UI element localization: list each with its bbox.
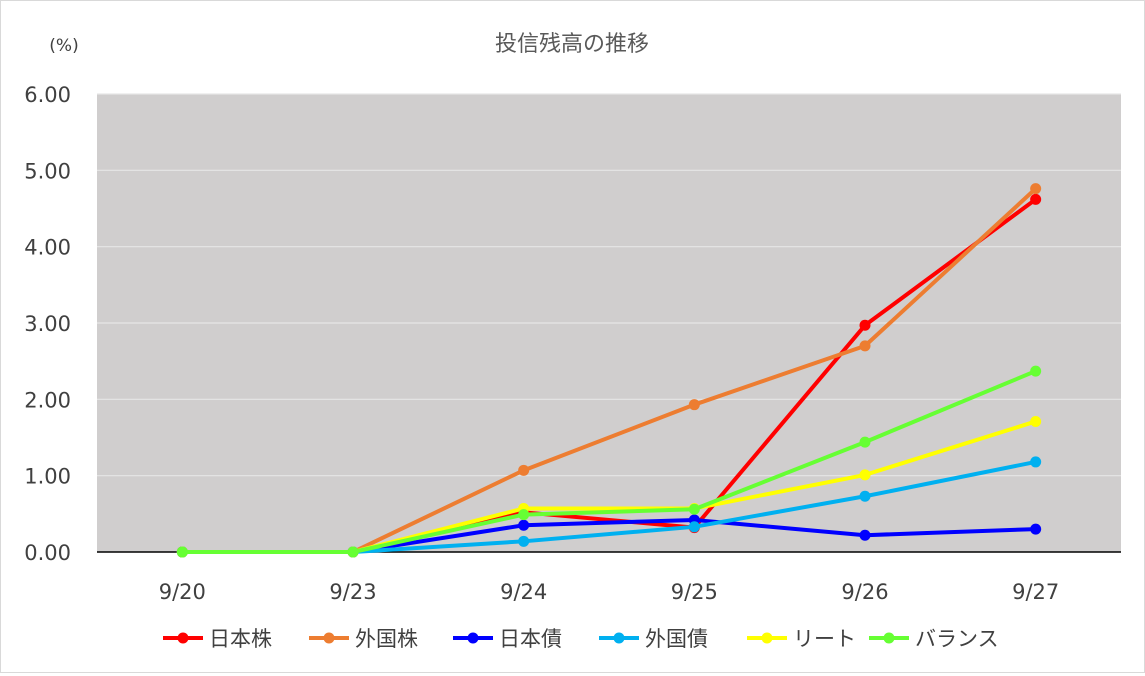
data-point (1030, 365, 1042, 377)
legend-marker (761, 632, 773, 644)
data-point (518, 464, 530, 476)
legend-item: リート (747, 627, 856, 651)
data-point (859, 469, 871, 481)
legend-marker (467, 632, 479, 644)
legend-marker (323, 632, 335, 644)
y-tick-labels: 0.00 1.00 2.00 3.00 4.00 5.00 6.00 (24, 83, 71, 565)
data-point (1030, 193, 1042, 205)
x-tick-label: 9/26 (841, 580, 888, 604)
x-tick-label: 9/23 (329, 580, 376, 604)
data-point (518, 535, 530, 547)
y-tick-label: 4.00 (24, 236, 71, 260)
legend: 日本株 外国株 日本債 外国債 リート バランス (163, 627, 999, 651)
gridlines (97, 93, 1121, 477)
data-point (688, 399, 700, 411)
legend-label: 外国債 (645, 627, 708, 651)
data-point (176, 546, 188, 558)
data-point (859, 436, 871, 448)
data-point (688, 521, 700, 533)
series-line (180, 369, 1038, 554)
series-group (176, 183, 1042, 558)
y-tick-label: 6.00 (24, 83, 71, 107)
legend-item: 外国株 (309, 627, 418, 651)
y-tick-label: 3.00 (24, 312, 71, 336)
x-tick-label: 9/24 (500, 580, 547, 604)
data-point (1030, 456, 1042, 468)
legend-label: バランス (915, 627, 999, 651)
x-tick-label: 9/27 (1012, 580, 1059, 604)
legend-marker (177, 632, 189, 644)
legend-item: 日本株 (163, 627, 272, 651)
data-point (1030, 183, 1042, 195)
legend-label: 外国株 (355, 627, 418, 651)
x-tick-label: 9/20 (159, 580, 206, 604)
y-tick-label: 2.00 (24, 388, 71, 412)
y-axis-unit-label: (%) (49, 36, 78, 56)
data-point (1030, 523, 1042, 535)
data-point (518, 509, 530, 521)
y-tick-label: 1.00 (24, 465, 71, 489)
legend-marker (883, 632, 895, 644)
x-tick-label: 9/25 (671, 580, 718, 604)
legend-item: 外国債 (599, 627, 708, 651)
data-point (859, 340, 871, 352)
series-6 (176, 365, 1042, 558)
data-point (688, 503, 700, 515)
chart-title: 投信残高の推移 (495, 32, 649, 57)
data-point (859, 529, 871, 541)
legend-marker (613, 632, 625, 644)
legend-label: 日本債 (499, 627, 562, 651)
x-tick-labels: 9/20 9/23 9/24 9/25 9/26 9/27 (159, 580, 1060, 604)
data-point (859, 490, 871, 502)
legend-label: リート (793, 627, 856, 651)
legend-item: バランス (869, 627, 999, 651)
y-tick-label: 5.00 (24, 159, 71, 183)
data-point (518, 519, 530, 531)
data-point (859, 319, 871, 331)
legend-item: 日本債 (453, 627, 562, 651)
y-tick-label: 0.00 (24, 541, 71, 565)
data-point (1030, 415, 1042, 427)
legend-label: 日本株 (209, 627, 272, 651)
data-point (347, 546, 359, 558)
